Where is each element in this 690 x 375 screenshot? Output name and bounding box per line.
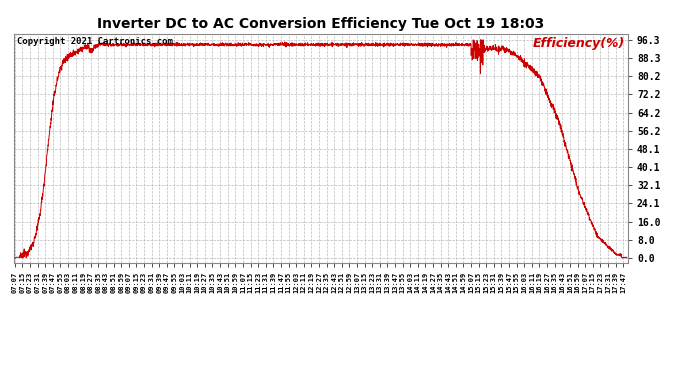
Title: Inverter DC to AC Conversion Efficiency Tue Oct 19 18:03: Inverter DC to AC Conversion Efficiency … <box>97 17 544 31</box>
Text: Copyright 2021 Cartronics.com: Copyright 2021 Cartronics.com <box>17 37 172 46</box>
Text: Efficiency(%): Efficiency(%) <box>533 37 625 50</box>
